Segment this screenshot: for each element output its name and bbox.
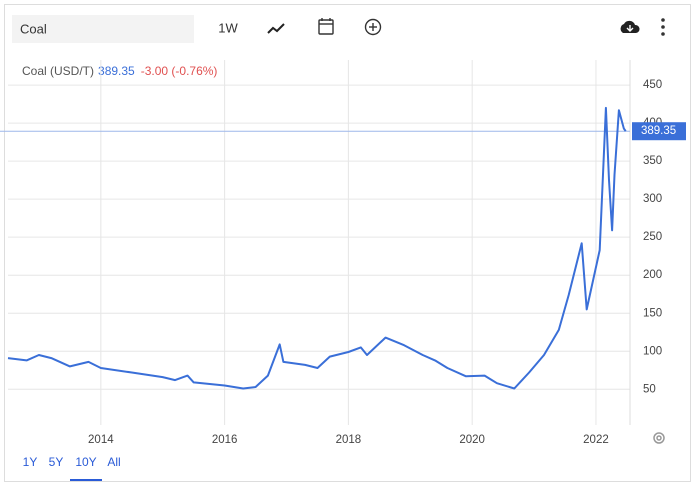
- chart-header: Coal (USD/T) 389.35 -3.00 (-0.76%): [22, 64, 217, 78]
- x-tick-label: 2016: [212, 434, 238, 446]
- settings-icon[interactable]: [653, 432, 665, 444]
- last-value: 389.35: [98, 64, 135, 78]
- last-value-label: 389.35: [641, 125, 676, 137]
- last-value-badge: [632, 122, 686, 141]
- calendar-icon[interactable]: [318, 18, 334, 35]
- x-tick-label: 2018: [336, 434, 362, 446]
- add-icon[interactable]: [364, 18, 382, 36]
- search-box[interactable]: [12, 15, 194, 43]
- y-tick-label: 150: [643, 307, 662, 319]
- interval-button[interactable]: 1W: [218, 20, 238, 35]
- menu-icon[interactable]: [661, 18, 665, 36]
- y-tick-label: 100: [643, 345, 662, 357]
- range-button[interactable]: 5Y: [49, 455, 64, 469]
- price-line: [7, 106, 627, 390]
- range-button[interactable]: 1Y: [23, 455, 38, 469]
- y-tick-label: 450: [643, 79, 662, 91]
- y-tick-label: 200: [643, 269, 662, 281]
- y-tick-label: 350: [643, 155, 662, 167]
- chart-type-icon[interactable]: [267, 23, 285, 34]
- change: -3.00 (-0.76%): [141, 64, 218, 78]
- y-tick-label: 300: [643, 193, 662, 205]
- x-tick-label: 2022: [583, 434, 609, 446]
- search-text[interactable]: Coal: [20, 21, 47, 36]
- x-tick-label: 2020: [459, 434, 485, 446]
- range-button[interactable]: All: [107, 455, 120, 469]
- y-tick-label: 50: [643, 383, 656, 395]
- range-button[interactable]: 10Y: [75, 455, 96, 469]
- widget-frame: [4, 4, 691, 482]
- x-tick-label: 2014: [88, 434, 114, 446]
- chart-title: Coal (USD/T): [22, 64, 94, 78]
- download-icon[interactable]: [620, 20, 640, 33]
- y-tick-label: 250: [643, 231, 662, 243]
